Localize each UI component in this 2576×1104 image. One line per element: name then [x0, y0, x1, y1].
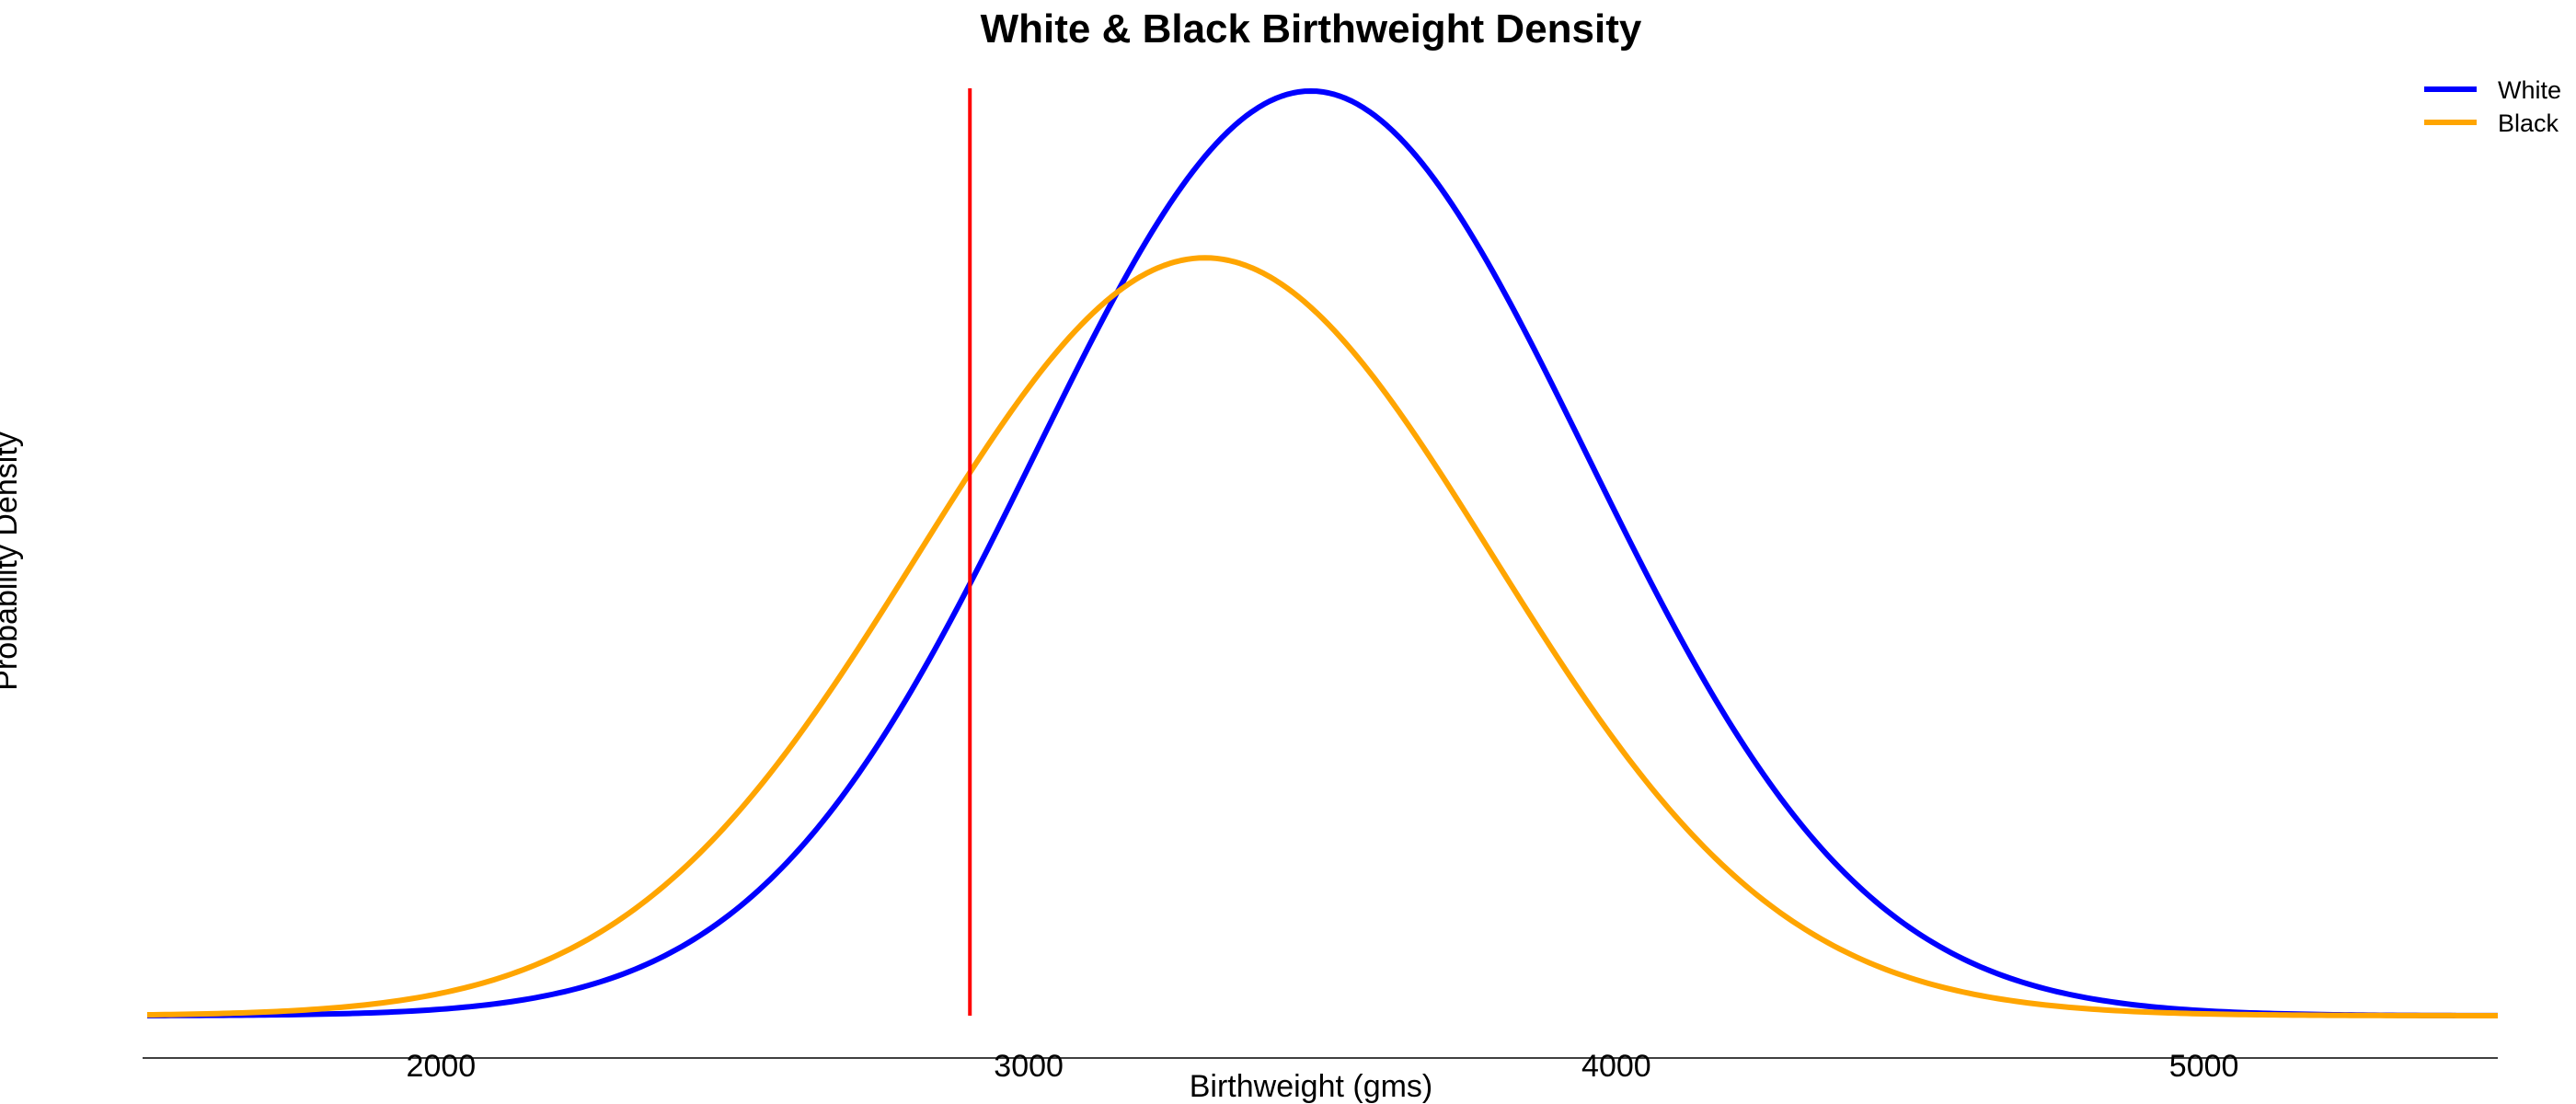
series-lines: [146, 87, 2499, 1018]
x-tick-label: 3000: [994, 1049, 1064, 1084]
x-tick-labels: 2000 3000 4000 5000: [407, 1049, 2239, 1084]
y-axis-label: Probability Density: [0, 431, 24, 691]
legend-label-white: White: [2498, 76, 2561, 104]
x-tick-label: 5000: [2169, 1049, 2239, 1084]
chart-title: White & Black Birthweight Density: [981, 6, 1642, 52]
x-axis-label: Birthweight (gms): [1190, 1069, 1433, 1104]
x-tick-label: 2000: [407, 1049, 477, 1084]
series-line-white: [146, 87, 2499, 1018]
legend: White Black: [2424, 76, 2561, 137]
series-line-black: [146, 255, 2499, 1018]
legend-label-black: Black: [2498, 109, 2559, 137]
x-tick-label: 4000: [1581, 1049, 1651, 1084]
